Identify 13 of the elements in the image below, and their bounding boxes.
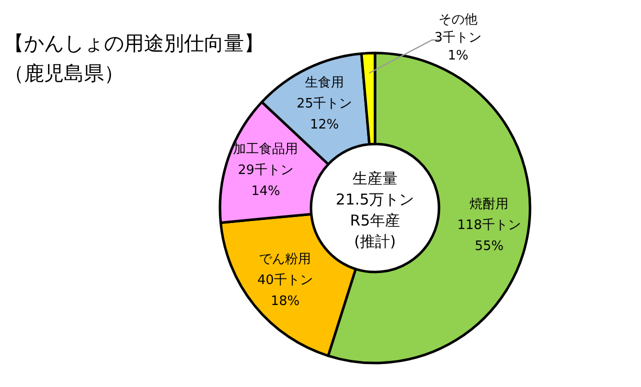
data-label: 118千トン 55% bbox=[457, 218, 522, 254]
data-label: 40千トン 18% bbox=[257, 273, 313, 310]
slice-label: でん粉用 bbox=[259, 252, 312, 268]
data-label: 3千トン 1% bbox=[434, 30, 482, 64]
slice-label: 生食用 bbox=[304, 76, 344, 91]
slice-label: 焼酎用 bbox=[470, 197, 509, 212]
slice-label: 加工食品用 bbox=[233, 142, 298, 158]
text: 【かんしょの用途別仕向量】 bbox=[4, 31, 264, 55]
data-label: 25千トン 12% bbox=[296, 96, 352, 133]
data-label: 29千トン 14% bbox=[238, 163, 294, 200]
text: 生産量 21.5万トン R5年産 (推計) bbox=[336, 170, 414, 250]
text: （鹿児島県） bbox=[4, 61, 124, 85]
slice-label: その他 bbox=[438, 12, 478, 28]
